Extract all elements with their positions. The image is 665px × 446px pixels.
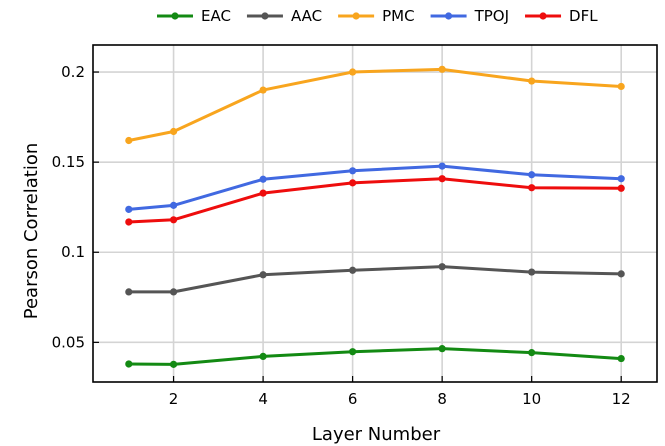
- data-point-eac: [438, 345, 446, 353]
- data-point-eac: [125, 360, 133, 368]
- x-tick-label: 12: [612, 390, 631, 408]
- x-tick-label: 2: [169, 390, 179, 408]
- data-point-pmc: [349, 68, 357, 76]
- legend-label-tpoj: TPOJ: [474, 7, 509, 25]
- data-point-pmc: [169, 127, 178, 136]
- y-tick-label: 0.1: [61, 243, 85, 261]
- x-tick-label: 10: [522, 390, 541, 408]
- x-tick-label: 4: [258, 390, 268, 408]
- x-tick-label: 6: [348, 390, 358, 408]
- legend-item-pmc: PMC: [338, 7, 415, 25]
- data-point-tpoj: [438, 162, 446, 170]
- legend-marker-pmc: [352, 12, 360, 20]
- series-eac: [125, 345, 625, 368]
- plot-frame: [92, 44, 658, 383]
- series-line-aac: [127, 265, 623, 294]
- legend-item-dfl: DFL: [525, 7, 598, 25]
- data-point-aac: [349, 266, 357, 274]
- data-point-tpoj: [169, 201, 178, 209]
- legend: EAC AAC PMC TPOJ DFL: [157, 7, 598, 25]
- data-point-eac: [349, 348, 357, 356]
- data-point-eac: [169, 360, 178, 368]
- series-dfl: [125, 175, 625, 226]
- data-point-dfl: [125, 218, 133, 226]
- data-point-tpoj: [125, 205, 133, 213]
- data-point-dfl: [259, 189, 267, 197]
- ticks: 2 4 6 8 10 12 0.05 0.1 0.15 0.2: [52, 63, 631, 408]
- legend-label-eac: EAC: [201, 7, 231, 25]
- x-axis-title: Layer Number: [312, 424, 441, 445]
- series-line-pmc: [127, 67, 623, 143]
- data-point-tpoj: [259, 175, 267, 183]
- data-point-tpoj: [349, 167, 357, 175]
- data-point-eac: [259, 352, 267, 361]
- data-point-tpoj: [528, 171, 536, 179]
- legend-label-pmc: PMC: [382, 7, 414, 25]
- series-tpoj: [125, 162, 625, 213]
- data-point-aac: [528, 268, 536, 276]
- series-pmc: [125, 65, 625, 145]
- data-point-pmc: [438, 65, 446, 73]
- series-aac: [125, 263, 625, 296]
- data-point-aac: [617, 270, 625, 278]
- legend-item-tpoj: TPOJ: [430, 7, 509, 25]
- data-point-aac: [259, 271, 267, 279]
- grid: [93, 45, 657, 382]
- data-point-aac: [438, 263, 446, 271]
- y-tick-label: 0.05: [52, 333, 85, 351]
- y-axis-title: Pearson Correlation: [21, 143, 42, 320]
- data-point-eac: [528, 349, 536, 357]
- data-point-aac: [169, 288, 178, 296]
- legend-marker-dfl: [539, 12, 547, 20]
- data-point-pmc: [528, 77, 536, 85]
- legend-marker-aac: [261, 12, 269, 20]
- y-tick-label: 0.2: [61, 63, 85, 81]
- data-point-tpoj: [617, 175, 625, 183]
- data-point-eac: [617, 354, 625, 363]
- x-tick-label: 8: [437, 390, 447, 408]
- data-point-dfl: [169, 216, 178, 224]
- legend-label-aac: AAC: [291, 7, 322, 25]
- data-point-dfl: [528, 184, 536, 192]
- data-point-pmc: [125, 136, 133, 145]
- data-point-dfl: [349, 179, 357, 187]
- legend-item-aac: AAC: [246, 7, 322, 25]
- data-point-pmc: [259, 86, 267, 94]
- data-point-aac: [125, 288, 133, 296]
- legend-marker-tpoj: [444, 12, 453, 20]
- y-tick-label: 0.15: [52, 153, 85, 171]
- series-line-eac: [127, 347, 623, 366]
- legend-marker-eac: [171, 12, 179, 20]
- legend-label-dfl: DFL: [569, 7, 598, 25]
- series-line-dfl: [127, 177, 623, 224]
- series-layer: [125, 65, 625, 368]
- data-point-dfl: [438, 175, 446, 183]
- data-point-dfl: [617, 184, 625, 192]
- data-point-pmc: [617, 82, 625, 91]
- legend-item-eac: EAC: [157, 7, 231, 25]
